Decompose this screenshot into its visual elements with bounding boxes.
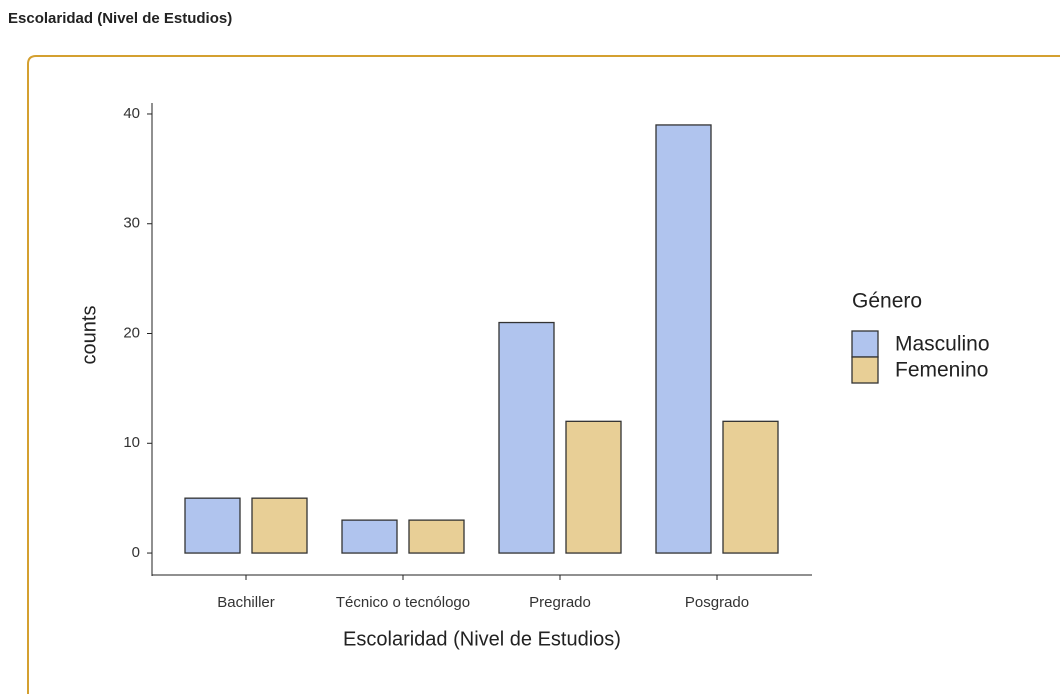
bar — [655, 124, 712, 554]
panel-border — [27, 55, 1060, 694]
legend-swatch — [851, 356, 879, 384]
page-title: Escolaridad (Nivel de Estudios) — [8, 10, 233, 27]
x-axis-title: Escolaridad (Nivel de Estudios) — [343, 628, 621, 650]
bar — [408, 519, 465, 554]
y-tick-label: 40 — [123, 105, 140, 122]
bar — [184, 497, 241, 554]
x-tick-label: Pregrado — [529, 594, 591, 611]
y-tick-label: 0 — [132, 544, 140, 561]
bar — [565, 420, 622, 554]
y-tick-label: 20 — [123, 324, 140, 341]
y-axis-title: counts — [78, 306, 100, 365]
x-tick-label: Técnico o tecnólogo — [336, 594, 470, 611]
bar — [722, 420, 779, 554]
legend-label: Masculino — [895, 333, 990, 356]
bar — [341, 519, 398, 554]
x-tick-label: Posgrado — [685, 594, 749, 611]
legend-title: Género — [852, 290, 922, 313]
legend-swatch — [851, 330, 879, 358]
bar — [498, 321, 555, 554]
y-tick-label: 10 — [123, 434, 140, 451]
x-tick-label: Bachiller — [217, 594, 275, 611]
legend-label: Femenino — [895, 359, 988, 382]
y-tick-label: 30 — [123, 215, 140, 232]
bar — [251, 497, 308, 554]
